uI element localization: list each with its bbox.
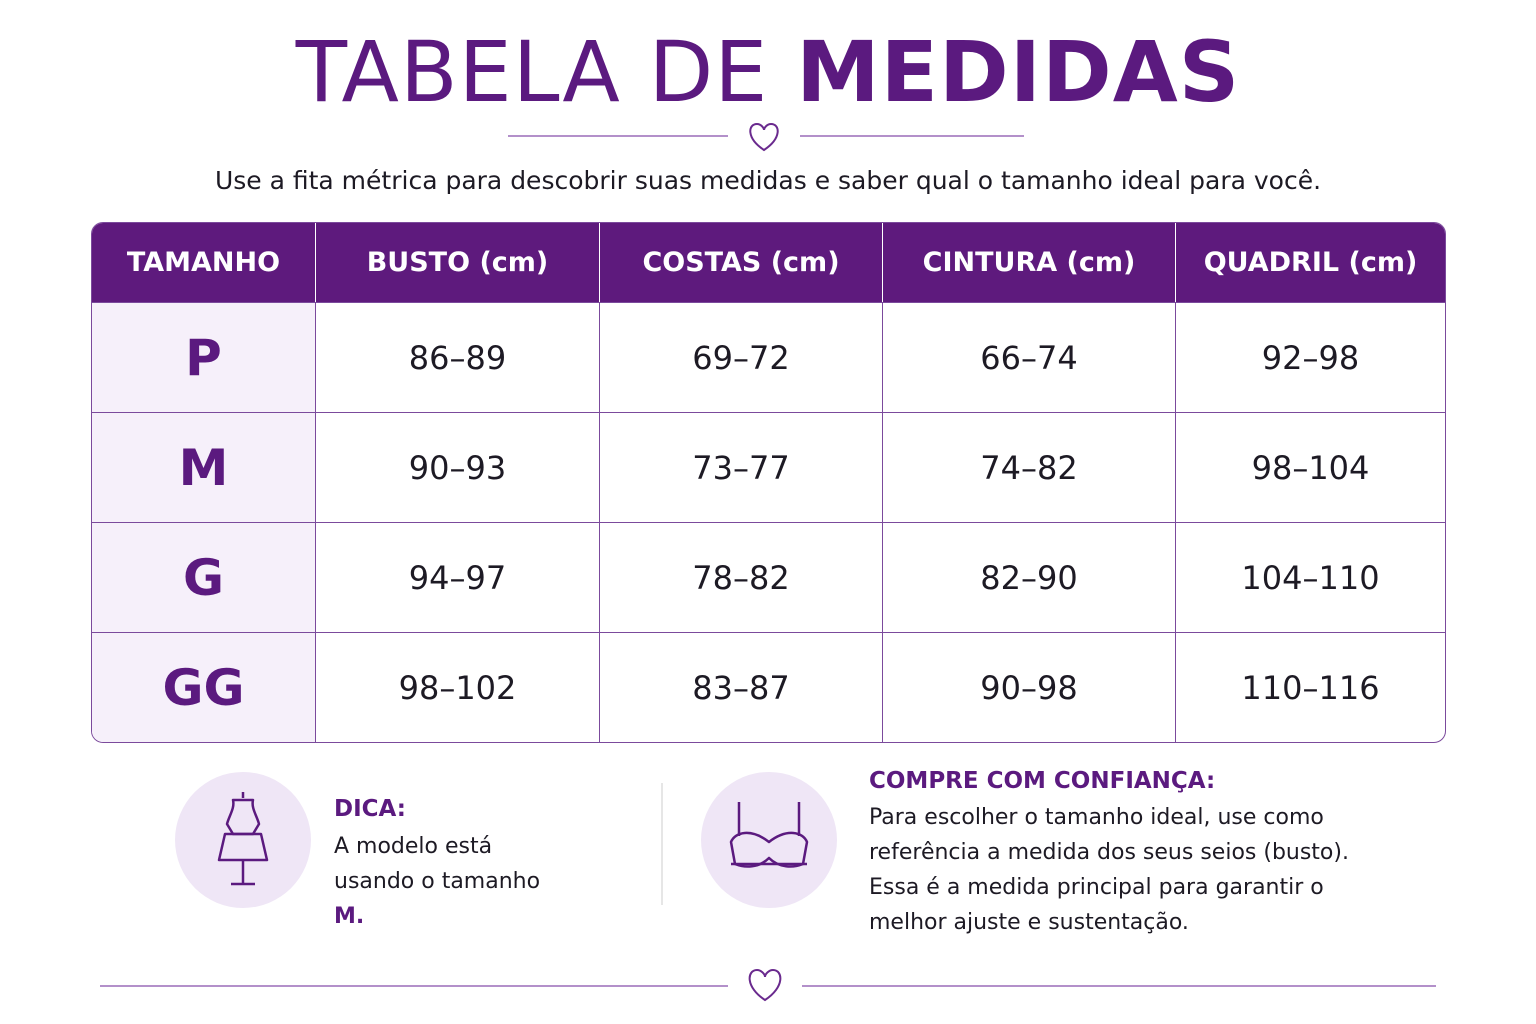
column-header: QUADRIL (cm) bbox=[1176, 223, 1445, 302]
title: TABELA DE MEDIDAS bbox=[0, 22, 1536, 122]
mannequin-icon bbox=[217, 792, 269, 886]
size-cell: G bbox=[92, 522, 316, 632]
size-cell: P bbox=[92, 302, 316, 412]
table-row: P 86–89 69–72 66–74 92–98 bbox=[92, 302, 1445, 412]
measure-cell: 90–98 bbox=[883, 632, 1176, 742]
title-regular: TABELA DE bbox=[295, 23, 769, 121]
measure-cell: 73–77 bbox=[600, 412, 883, 522]
table-row: M 90–93 73–77 74–82 98–104 bbox=[92, 412, 1445, 522]
measure-cell: 66–74 bbox=[883, 302, 1176, 412]
bra-icon bbox=[729, 802, 809, 868]
measure-cell: 69–72 bbox=[600, 302, 883, 412]
column-header: TAMANHO bbox=[92, 223, 316, 302]
measure-cell: 104–110 bbox=[1176, 522, 1445, 632]
column-header: CINTURA (cm) bbox=[883, 223, 1176, 302]
confidence-text: Para escolher o tamanho ideal, use como … bbox=[869, 805, 1349, 935]
column-header: BUSTO (cm) bbox=[316, 223, 600, 302]
measure-cell: 86–89 bbox=[316, 302, 600, 412]
measure-cell: 82–90 bbox=[883, 522, 1176, 632]
measure-cell: 83–87 bbox=[600, 632, 883, 742]
measure-cell: 110–116 bbox=[1176, 632, 1445, 742]
measure-cell: 90–93 bbox=[316, 412, 600, 522]
table-row: G 94–97 78–82 82–90 104–110 bbox=[92, 522, 1445, 632]
measure-cell: 94–97 bbox=[316, 522, 600, 632]
title-bold: MEDIDAS bbox=[796, 23, 1241, 121]
size-cell: M bbox=[92, 412, 316, 522]
measure-cell: 98–104 bbox=[1176, 412, 1445, 522]
measure-cell: 78–82 bbox=[600, 522, 883, 632]
table-row: GG 98–102 83–87 90–98 110–116 bbox=[92, 632, 1445, 742]
measure-cell: 74–82 bbox=[883, 412, 1176, 522]
size-cell: GG bbox=[92, 632, 316, 742]
measure-cell: 98–102 bbox=[316, 632, 600, 742]
icon-circle bbox=[701, 772, 837, 908]
icon-circle bbox=[175, 772, 311, 908]
tip-body: A modelo está usando o tamanho bbox=[334, 834, 541, 894]
tip-highlight: M. bbox=[334, 904, 365, 929]
tip-title: DICA: bbox=[334, 796, 406, 822]
subtitle: Use a fita métrica para descobrir suas m… bbox=[214, 166, 1322, 195]
confidence-title: COMPRE COM CONFIANÇA: bbox=[869, 768, 1216, 794]
tip-text: A modelo está usando o tamanho M. bbox=[334, 829, 574, 934]
measure-cell: 92–98 bbox=[1176, 302, 1445, 412]
size-table: TAMANHO BUSTO (cm) COSTAS (cm) CINTURA (… bbox=[91, 222, 1446, 743]
column-header: COSTAS (cm) bbox=[600, 223, 883, 302]
